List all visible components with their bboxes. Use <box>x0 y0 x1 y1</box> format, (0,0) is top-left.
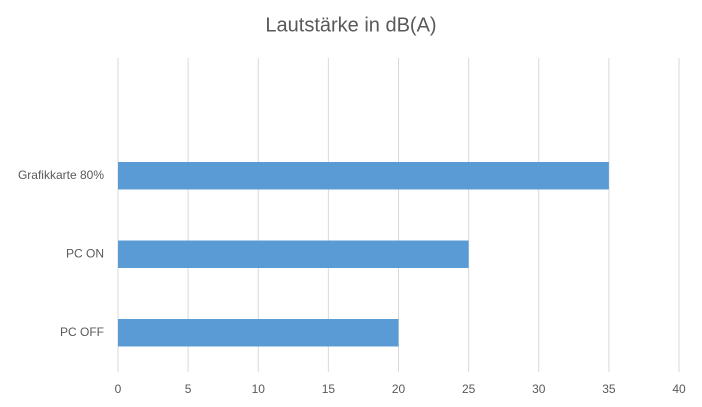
x-tick-label: 35 <box>602 382 616 396</box>
y-tick-label: PC OFF <box>60 325 104 339</box>
bar <box>118 162 609 190</box>
x-tick-label: 30 <box>532 382 546 396</box>
y-tick-label: PC ON <box>66 246 104 260</box>
x-tick-label: 20 <box>392 382 406 396</box>
x-tick-label: 40 <box>672 382 686 396</box>
bar <box>118 240 469 268</box>
x-tick-label: 10 <box>252 382 266 396</box>
x-tick-label: 15 <box>322 382 336 396</box>
x-tick-label: 5 <box>185 382 192 396</box>
x-tick-label: 25 <box>462 382 476 396</box>
x-tick-label: 0 <box>115 382 122 396</box>
chart-title: Lautstärke in dB(A) <box>265 14 436 36</box>
y-tick-label: Grafikkarte 80% <box>18 168 104 182</box>
bar <box>118 319 399 347</box>
